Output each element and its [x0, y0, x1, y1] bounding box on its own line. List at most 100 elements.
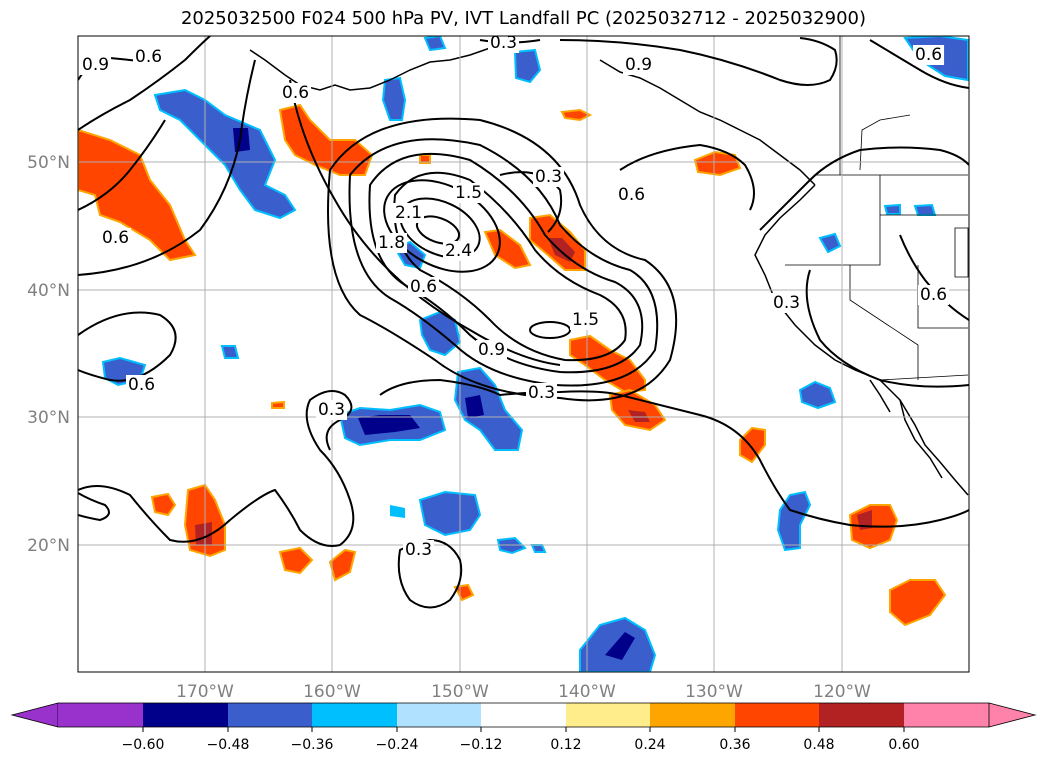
contour-label-halo: [316, 400, 348, 420]
contour-label-halo: [533, 167, 565, 187]
contour-label-halo: [476, 340, 508, 360]
colorbar-segment: [312, 703, 397, 727]
contour-label: 0.3: [405, 540, 432, 560]
coastlines: [249, 41, 969, 496]
contour-label: 0.6: [920, 285, 947, 305]
pv-negative-blob: [220, 345, 240, 359]
pv-positive-blob: [278, 546, 314, 575]
contour-label-halo: [80, 55, 112, 75]
contour-label-halo: [408, 277, 440, 297]
contour-label: 1.5: [455, 183, 482, 203]
colorbar-extend-min: [10, 702, 59, 728]
pv-negative-blob: [776, 490, 812, 552]
contour-label: 0.6: [410, 277, 437, 297]
colorbar-segment: [228, 703, 312, 727]
pv-positive-blob: [693, 150, 742, 177]
contour-label: 2.4: [445, 241, 472, 261]
colorbar-tick-label: −0.48: [207, 737, 250, 753]
contour-label: 0.6: [135, 47, 162, 67]
colorbar-segment: [566, 703, 650, 727]
pv-positive-blob: [150, 492, 177, 517]
colorbar-segment: [397, 703, 481, 727]
colorbar-segment: [650, 703, 735, 727]
contour-label-halo: [280, 83, 312, 103]
contour-label-halo: [488, 36, 520, 53]
colorbar-tick-label: −0.36: [291, 737, 334, 753]
map-title: 2025032500 F024 500 hPa PV, IVT Landfall…: [180, 8, 867, 29]
pv-negative-blob: [423, 36, 447, 52]
pv-negative-blob: [818, 232, 842, 254]
pv-positive-blob: [271, 400, 285, 409]
lon-tick-labels: 170°W 160°W 150°W 140°W 130°W 120°W: [176, 682, 871, 702]
pv-positive-blob: [419, 154, 431, 164]
lon-tick-label: 170°W: [176, 682, 234, 702]
pv-positive-blob: [278, 103, 374, 176]
colorbar-tick-label: 0.60: [888, 737, 919, 753]
colorbar-tick-label: −0.24: [376, 737, 419, 753]
pv-negative-blob: [513, 48, 542, 84]
contour-label: 0.3: [318, 400, 345, 420]
lat-tick-label: 50°N: [27, 153, 70, 173]
contour-label-halo: [100, 228, 132, 248]
lat-tick-labels: 50°N 40°N 30°N 20°N: [27, 153, 70, 556]
pv-negative-blob: [418, 490, 482, 537]
pv-negative-blob: [453, 366, 524, 451]
map-frame: [77, 35, 970, 673]
contour-label-halo: [570, 310, 602, 330]
contour-label: 0.6: [282, 83, 309, 103]
contour-label-halo: [918, 285, 950, 305]
pv-negative-blob: [605, 632, 635, 660]
contour-label: 0.9: [82, 55, 109, 75]
lon-tick-label: 120°W: [813, 682, 871, 702]
pv-positive-blob: [483, 228, 532, 270]
contour-label-halo: [771, 293, 803, 313]
colorbar-tick-label: 0.36: [719, 737, 750, 753]
contour-label-halo: [453, 183, 485, 203]
colorbar-tick-label: −0.60: [122, 737, 165, 753]
pv-negative-blob: [465, 395, 484, 418]
colorbar-segment: [735, 703, 819, 727]
contour-label-halo: [376, 233, 408, 253]
contour-label-halo: [403, 540, 435, 560]
pv-negative-blob: [358, 415, 420, 435]
contour-label-halo: [913, 45, 945, 65]
pv-negative-blob: [798, 380, 837, 410]
pv-negative-blob: [381, 76, 407, 121]
contour-label: 0.6: [128, 375, 155, 395]
contour-label: 1.8: [378, 233, 405, 253]
colorbar-tick-label: 0.48: [803, 737, 834, 753]
contour-label: 0.3: [490, 33, 517, 53]
pv-positive-blob: [628, 410, 650, 422]
pv-positive-blob: [560, 108, 593, 122]
colorbar-segment: [481, 703, 566, 727]
colorbar-tick-label: 0.24: [634, 737, 665, 753]
contour-label: 0.3: [528, 383, 555, 403]
colorbar-tick-label: 0.12: [550, 737, 581, 753]
colorbar-extend-max: [988, 702, 1037, 728]
pv-negative-blob: [883, 203, 901, 215]
gridlines: [78, 36, 969, 672]
contour-label-halo: [443, 241, 475, 261]
pv-positive-blob: [739, 426, 766, 464]
contour-label: 0.6: [618, 185, 645, 205]
contour-label: 1.5: [572, 310, 599, 330]
colorbar: −0.60 −0.48 −0.36 −0.24 −0.12 0.12 0.24 …: [10, 702, 1037, 753]
pv-positive-blob: [328, 548, 357, 582]
lon-tick-label: 130°W: [685, 682, 743, 702]
contour-label-halo: [126, 375, 158, 395]
pv-negative-blob: [390, 505, 405, 518]
pv-negative-blob: [913, 203, 937, 216]
contour-label: 0.6: [915, 45, 942, 65]
lon-tick-label: 160°W: [303, 682, 361, 702]
pv-negative-blob: [153, 88, 297, 220]
colorbar-segment: [904, 703, 989, 727]
lat-tick-label: 30°N: [27, 408, 70, 428]
contour-label: 0.3: [773, 293, 800, 313]
contour-label: 0.6: [102, 228, 129, 248]
colorbar-segment: [58, 703, 143, 727]
contour-label-halo: [133, 47, 165, 67]
lon-tick-label: 140°W: [558, 682, 616, 702]
contour-label: 0.9: [625, 55, 652, 75]
contour-label-halo: [526, 383, 558, 403]
